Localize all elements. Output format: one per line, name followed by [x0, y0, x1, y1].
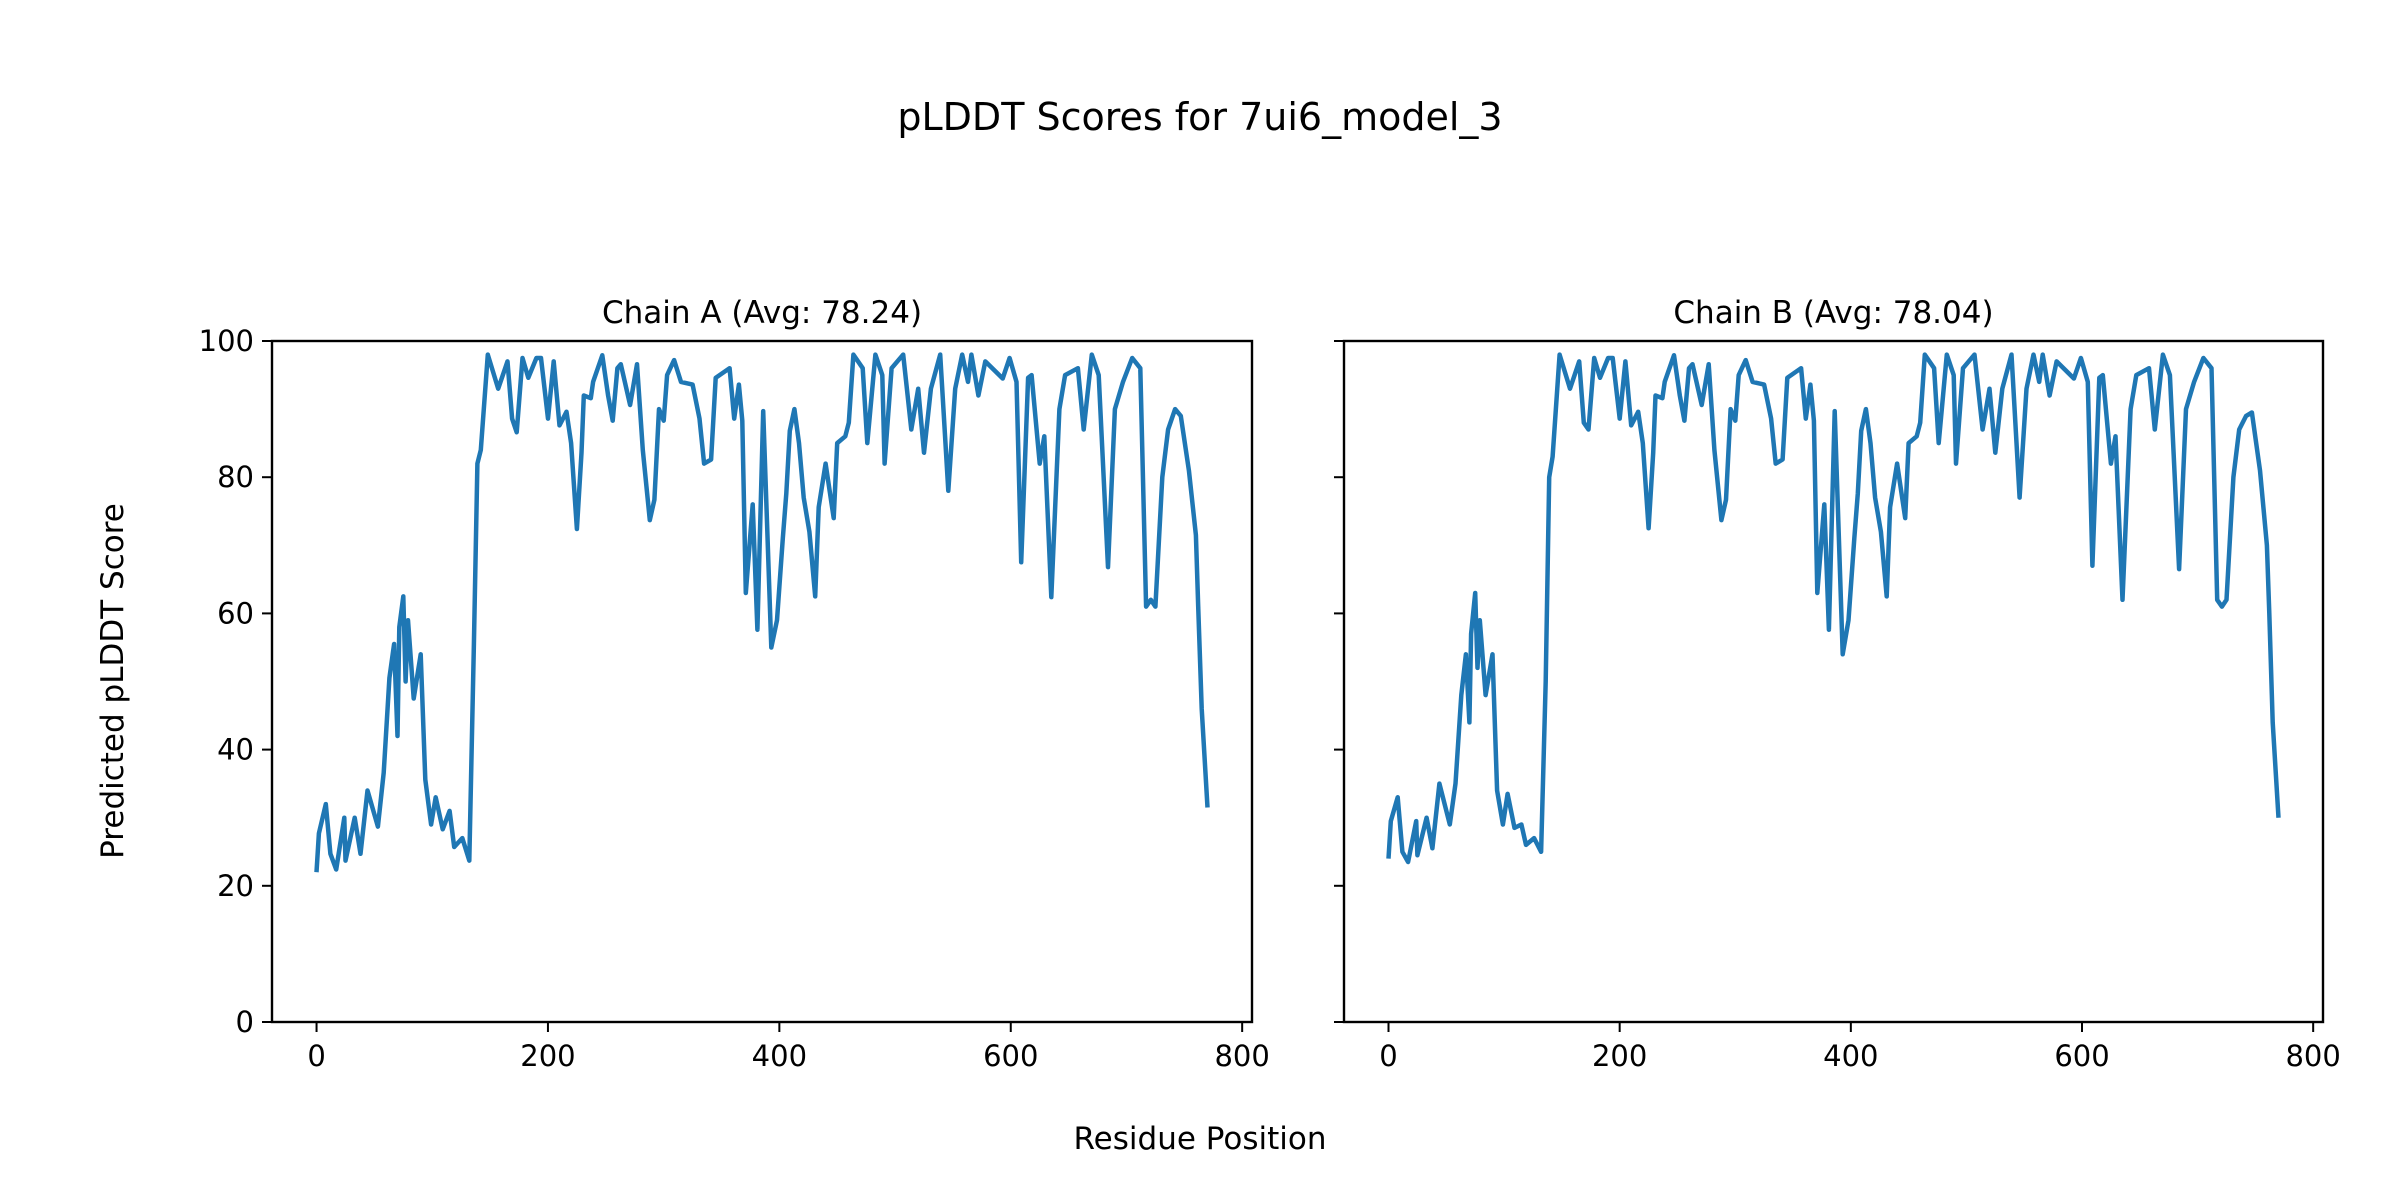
figure-title: pLDDT Scores for 7ui6_model_3 [897, 95, 1502, 139]
subplot-chain-a: Chain A (Avg: 78.24) 0 200 400 600 800 0 20 40 60… [199, 295, 1270, 1073]
y-tick-label: 20 [217, 869, 254, 903]
y-tick-label: 40 [217, 733, 254, 767]
plddt-line [314, 352, 1210, 873]
y-axis-label: Predicted pLDDT Score [95, 503, 131, 859]
x-tick-label: 800 [1214, 1039, 1269, 1073]
x-tick-label: 200 [520, 1039, 575, 1073]
x-tick-label: 0 [307, 1039, 325, 1073]
x-tick-label: 800 [2285, 1039, 2340, 1073]
y-tick-label: 80 [217, 460, 254, 494]
subplot-title: Chain A (Avg: 78.24) [602, 295, 922, 331]
y-tick-label: 0 [236, 1005, 254, 1039]
subplot-chain-b: Chain B (Avg: 78.04) 0 200 400 600 800 [1334, 295, 2341, 1073]
x-tick-label: 0 [1379, 1039, 1397, 1073]
x-tick-label: 600 [983, 1039, 1038, 1073]
x-axis-label: Residue Position [1074, 1121, 1327, 1157]
x-tick-label: 200 [1592, 1039, 1647, 1073]
y-tick-label: 60 [217, 596, 254, 630]
subplot-title: Chain B (Avg: 78.04) [1673, 295, 1993, 331]
plddt-line [1386, 352, 2281, 865]
x-tick-label: 400 [1823, 1039, 1878, 1073]
x-tick-label: 600 [2054, 1039, 2109, 1073]
axes-frame [270, 339, 1254, 1024]
y-tick-label: 100 [199, 324, 254, 358]
x-tick-label: 400 [752, 1039, 807, 1073]
axes-frame [1342, 339, 2325, 1024]
